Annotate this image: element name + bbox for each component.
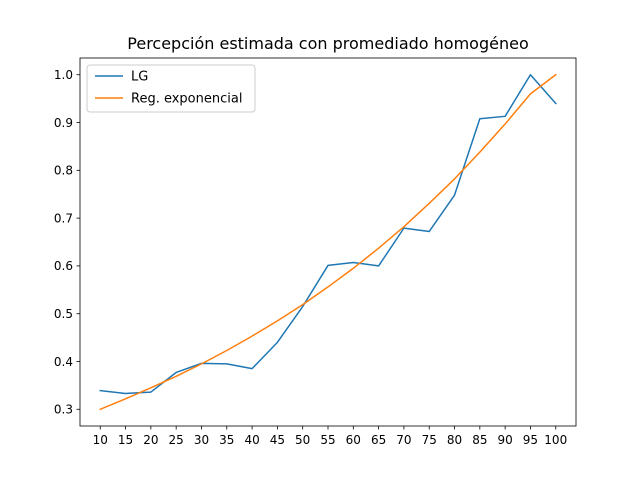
y-tick-label: 0.8 <box>54 164 73 178</box>
x-tick-label: 20 <box>143 433 158 447</box>
x-tick-label: 50 <box>295 433 310 447</box>
series-line-lg <box>99 73 557 395</box>
y-tick-label: 1.0 <box>54 68 73 82</box>
x-tick-label: 90 <box>498 433 513 447</box>
series-layer <box>99 73 557 411</box>
legend-label-reg-exponencial: Reg. exponencial <box>131 92 242 107</box>
y-tick-label: 0.4 <box>54 355 73 369</box>
x-tick-label: 10 <box>93 433 108 447</box>
y-tick-label: 0.6 <box>54 259 73 273</box>
x-tick-label: 85 <box>472 433 487 447</box>
x-tick-label: 100 <box>544 433 567 447</box>
x-tick-label: 70 <box>396 433 411 447</box>
series-line-reg-exponencial <box>99 73 557 411</box>
x-tick-label: 75 <box>422 433 437 447</box>
x-tick-label: 95 <box>523 433 538 447</box>
x-tick-label: 65 <box>371 433 386 447</box>
x-tick-label: 35 <box>219 433 234 447</box>
x-tick-label: 15 <box>118 433 133 447</box>
x-tick-label: 60 <box>346 433 361 447</box>
plot-axes: 10 15 20 25 30 35 40 45 50 55 60 65 70 75 80 85 90 95 100 0… <box>54 57 577 447</box>
x-tick-label: 40 <box>244 433 259 447</box>
legend-box <box>86 64 256 113</box>
y-tick-label: 0.3 <box>54 403 73 417</box>
y-tick-label: 0.7 <box>54 211 73 225</box>
legend: LG Reg. exponencial <box>86 64 256 113</box>
y-tick-label: 0.9 <box>54 116 73 130</box>
x-tick-label: 45 <box>270 433 285 447</box>
x-tick-label: 30 <box>194 433 209 447</box>
x-tick-label: 55 <box>320 433 335 447</box>
chart-title: Percepción estimada con promediado homog… <box>127 34 528 53</box>
legend-label-lg: LG <box>131 70 148 85</box>
y-tick-label: 0.5 <box>54 307 73 321</box>
x-tick-label: 25 <box>169 433 184 447</box>
x-tick-label: 80 <box>447 433 462 447</box>
